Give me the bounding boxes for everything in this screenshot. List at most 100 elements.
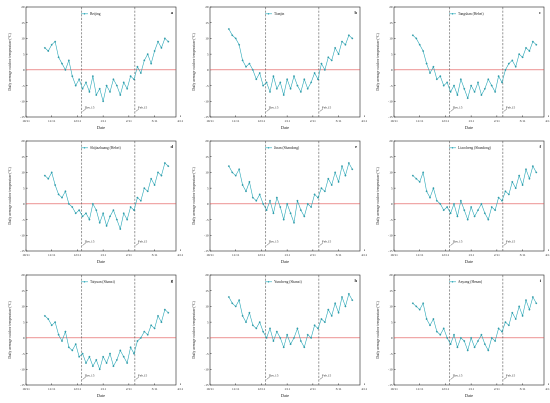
data-point [57, 56, 60, 59]
x-tick-label: 1/11 [100, 119, 106, 123]
x-tick-label: 4/11 [545, 119, 550, 123]
plot-frame [393, 140, 545, 252]
data-point [92, 365, 94, 367]
x-tick-label: 11/11 [48, 119, 56, 123]
data-point [518, 305, 520, 308]
data-point [126, 362, 128, 364]
data-point [439, 203, 442, 205]
panel-letter: h [354, 278, 357, 283]
data-point [81, 87, 84, 90]
data-point [157, 40, 159, 43]
y-tick-label: 0 [391, 202, 393, 206]
y-tick-label: -10 [388, 367, 393, 371]
data-point [412, 34, 414, 37]
legend-marker [451, 147, 454, 149]
data-point [95, 94, 98, 96]
y-tick-label: 20 [205, 5, 209, 9]
data-point [255, 327, 258, 330]
period-arrow [319, 376, 323, 380]
chart-svg-e: -15 -10 -5 0 5 10 15 20 10/11 11/11 12/11 1/11 2/11 3… [192, 139, 368, 264]
data-point [245, 65, 247, 68]
data-point [150, 324, 152, 327]
period-label: Feb.15 [322, 106, 332, 110]
y-tick-label: -15 [388, 115, 393, 119]
data-point [473, 215, 476, 218]
data-point [327, 177, 330, 180]
data-point [133, 78, 135, 81]
data-point [525, 168, 527, 171]
data-point [351, 168, 354, 171]
data-point [337, 311, 340, 314]
data-point [439, 333, 442, 336]
data-point [269, 199, 271, 202]
x-tick-label: 1/11 [468, 119, 474, 123]
x-tick-label: 10/11 [206, 387, 214, 391]
data-point [501, 330, 503, 333]
x-tick-label: 1/11 [284, 253, 290, 257]
y-tick-label: -10 [204, 233, 209, 237]
y-axis-title: Daily average outdoor temperature (°C) [8, 301, 12, 359]
y-tick-label: -5 [206, 218, 209, 222]
data-point [453, 203, 455, 205]
legend-label: Tangshan (Hebei) [458, 12, 484, 16]
x-tick-label: 10/11 [390, 253, 398, 257]
legend-marker [451, 281, 454, 283]
data-point [504, 190, 507, 193]
data-point [136, 340, 139, 342]
data-point [78, 209, 80, 211]
y-axis-title: Daily average outdoor temperature (°C) [8, 33, 12, 91]
data-point [497, 75, 500, 77]
x-tick-label: 11/11 [416, 387, 424, 391]
x-tick-label: 3/11 [520, 119, 526, 123]
data-point [460, 199, 462, 202]
data-point [439, 75, 442, 77]
data-point [109, 91, 111, 93]
chart-panel-a: -15 -10 -5 0 5 10 15 20 10/11 11/11 12/11 1/11 2/11 3… [4, 4, 184, 132]
data-point [446, 206, 448, 208]
data-point [47, 50, 50, 52]
x-tick-label: 4/11 [177, 253, 183, 257]
y-tick-label: -5 [206, 84, 209, 88]
data-point [81, 215, 84, 218]
data-point [279, 206, 282, 208]
data-point [313, 324, 316, 327]
data-point [64, 69, 67, 71]
x-tick-label: 12/11 [442, 119, 450, 123]
panel-letter: i [540, 278, 542, 283]
data-point [418, 308, 421, 311]
data-point [473, 346, 476, 349]
data-point [348, 162, 350, 164]
data-point [344, 174, 347, 177]
x-axis-title: Date [97, 393, 105, 398]
y-tick-label: 20 [21, 5, 25, 9]
data-point [44, 174, 46, 177]
panel-letter: d [170, 144, 173, 149]
y-tick-label: 20 [21, 273, 25, 277]
data-point [442, 84, 445, 87]
data-point [293, 221, 295, 224]
y-tick-label: -5 [22, 84, 25, 88]
data-point [442, 327, 445, 330]
panel-letter: b [354, 10, 357, 15]
x-tick-label: 1/11 [100, 253, 106, 257]
x-tick-label: 3/11 [152, 253, 158, 257]
data-point [167, 311, 170, 314]
data-point [85, 81, 87, 84]
data-point [122, 355, 125, 358]
data-point [449, 91, 452, 93]
y-tick-label: 10 [389, 171, 393, 175]
chart-svg-a: -15 -10 -5 0 5 10 15 20 10/11 11/11 12/11 1/11 2/11 3… [8, 5, 184, 130]
data-point [508, 62, 510, 65]
y-tick-label: 5 [391, 320, 393, 324]
data-point [514, 318, 517, 320]
data-point [85, 362, 87, 364]
data-point [54, 184, 56, 186]
data-point [262, 330, 264, 333]
y-tick-label: -10 [20, 367, 25, 371]
plot-frame [25, 140, 177, 252]
panel-letter: e [355, 144, 357, 149]
y-tick-label: -15 [204, 115, 209, 119]
data-point [487, 78, 490, 81]
data-point [248, 311, 251, 314]
x-tick-label: 12/11 [442, 253, 450, 257]
